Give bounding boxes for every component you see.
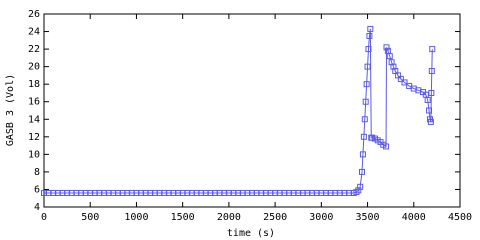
data-point xyxy=(359,151,366,158)
data-point xyxy=(360,133,367,140)
data-point xyxy=(388,59,395,66)
x-tick-label: 4500 xyxy=(448,212,472,223)
x-tick-label: 4000 xyxy=(402,212,426,223)
data-point xyxy=(424,96,431,103)
y-tick-label: 22 xyxy=(28,44,40,55)
x-tick-label: 2000 xyxy=(217,212,241,223)
data-point xyxy=(428,89,435,96)
data-point xyxy=(390,63,397,70)
data-point xyxy=(428,68,435,75)
data-point xyxy=(362,98,369,105)
data-point xyxy=(361,116,368,123)
x-tick-label: 1500 xyxy=(171,212,195,223)
x-tick-label: 1000 xyxy=(124,212,148,223)
data-point xyxy=(366,32,373,39)
y-tick-label: 14 xyxy=(28,114,40,125)
y-tick-label: 10 xyxy=(28,149,40,160)
y-tick-label: 18 xyxy=(28,79,40,90)
x-tick-label: 2500 xyxy=(263,212,287,223)
y-tick-label: 20 xyxy=(28,62,40,73)
data-point xyxy=(397,75,404,82)
data-point xyxy=(383,143,390,150)
data-point xyxy=(363,81,370,88)
y-tick-label: 8 xyxy=(34,167,40,178)
plot-frame xyxy=(43,13,461,208)
x-tick-label: 3000 xyxy=(309,212,333,223)
x-tick-label: 3500 xyxy=(356,212,380,223)
y-tick-label: 24 xyxy=(28,27,40,38)
data-point xyxy=(365,46,372,53)
data-point xyxy=(353,189,360,196)
data-point xyxy=(427,118,434,125)
data-point xyxy=(359,168,366,175)
y-tick-label: 4 xyxy=(34,202,40,213)
data-point xyxy=(429,46,436,53)
data-point xyxy=(426,107,433,114)
x-tick-label: 500 xyxy=(81,212,99,223)
data-point xyxy=(383,44,390,51)
data-point xyxy=(386,53,393,60)
y-tick-label: 6 xyxy=(34,184,40,195)
data-point xyxy=(355,187,362,194)
data-point xyxy=(401,79,408,86)
data-point xyxy=(357,183,364,190)
x-tick-label: 0 xyxy=(41,212,47,223)
data-line xyxy=(44,28,433,194)
y-tick-label: 16 xyxy=(28,97,40,108)
y-tick-label: 12 xyxy=(28,132,40,143)
y-axis-label: GASB 3 (Vol) xyxy=(5,74,16,146)
y-tick-label: 26 xyxy=(28,9,40,20)
data-point xyxy=(364,63,371,70)
x-axis-label: time (s) xyxy=(227,228,275,239)
data-point xyxy=(367,25,374,32)
